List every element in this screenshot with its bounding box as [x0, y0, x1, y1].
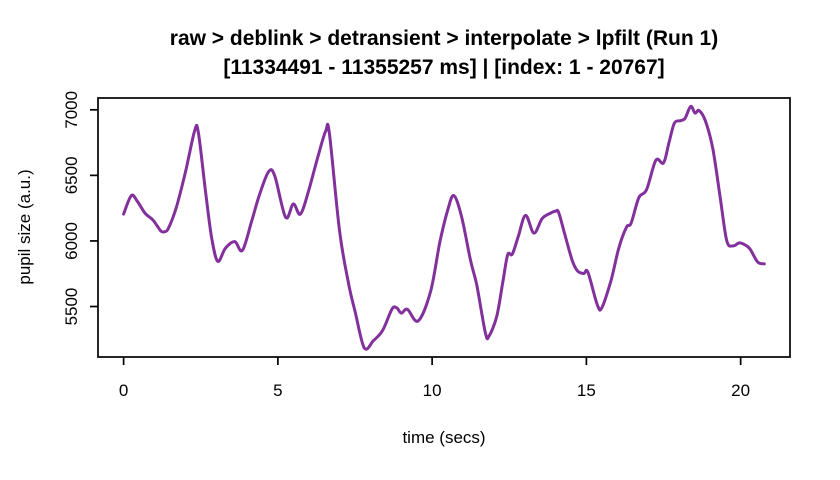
x-tick-label: 0: [119, 381, 128, 400]
y-axis-ticks: 5500 6000 6500 7000: [62, 91, 98, 326]
chart-subtitle: [11334491 - 11355257 ms] | [index: 1 - 2…: [223, 56, 664, 79]
x-tick-label: 5: [273, 381, 282, 400]
x-axis-ticks: 0 5 10 15 20: [119, 357, 750, 400]
y-axis-label: pupil size (a.u.): [15, 169, 34, 284]
x-tick-label: 15: [577, 381, 596, 400]
pupil-trace-line: [122, 104, 766, 351]
y-tick-label: 7000: [62, 91, 81, 129]
x-axis-label: time (secs): [402, 428, 485, 447]
y-tick-label: 6500: [62, 156, 81, 194]
x-tick-label: 20: [731, 381, 750, 400]
chart-title: raw > deblink > detransient > interpolat…: [170, 27, 718, 50]
y-tick-label: 6000: [62, 222, 81, 260]
plot-border-box: [97, 97, 791, 358]
x-tick-label: 10: [423, 381, 442, 400]
y-tick-label: 5500: [62, 288, 81, 326]
